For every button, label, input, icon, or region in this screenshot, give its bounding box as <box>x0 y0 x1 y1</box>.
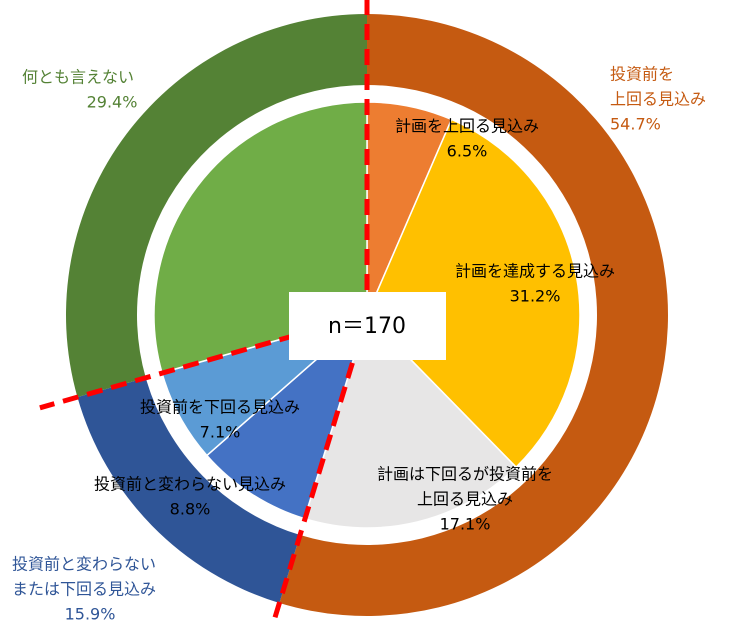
inner-wedge <box>303 313 518 529</box>
outer-label: 何とも言えない <box>22 68 134 87</box>
outer-value-label: 15.9% <box>65 605 116 623</box>
inner-label: 上回る見込み <box>417 490 513 509</box>
outer-label: または下回る見込み <box>12 580 156 599</box>
outer-wedge <box>77 377 301 603</box>
divider <box>270 314 370 623</box>
n-label: n＝170 <box>328 314 406 339</box>
outer-value-label: 54.7% <box>610 115 661 134</box>
inner-label: 投資前を下回る見込み <box>140 398 300 417</box>
inner-label: 投資前と変わらない見込み <box>94 475 286 494</box>
n-box <box>289 292 446 360</box>
inner-wedge <box>366 118 581 469</box>
outer-value-label: 29.4% <box>87 93 138 112</box>
inner-value-label: 6.5% <box>447 142 488 161</box>
labels: 計画を上回る見込み6.5%計画を達成する見込み31.2%計画は下回るが投資前を上… <box>12 65 706 623</box>
inner-value-label: 8.8% <box>170 500 211 519</box>
inner-value-label: 7.1% <box>200 423 241 442</box>
inner-wedge <box>205 312 369 520</box>
inner-label: 計画を達成する見込み <box>455 262 615 281</box>
inner-value-label: 17.1% <box>440 515 491 534</box>
inner-label: 計画は下回るが投資前を <box>377 465 553 484</box>
outer-wedge <box>65 14 367 398</box>
inner-label: 計画を上回る見込み <box>395 117 539 136</box>
outer-label: 投資前と変わらない <box>12 555 156 574</box>
outer-label: 投資前を <box>610 65 674 84</box>
outer-label: 上回る見込み <box>610 90 706 109</box>
outer-wedge <box>279 14 669 616</box>
inner-value-label: 31.2% <box>510 287 561 306</box>
